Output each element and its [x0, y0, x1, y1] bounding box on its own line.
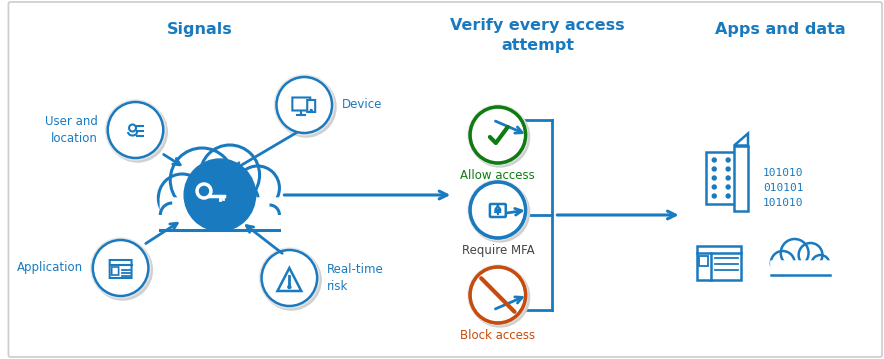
Circle shape	[108, 102, 167, 162]
Circle shape	[812, 255, 829, 273]
Circle shape	[310, 109, 312, 112]
Circle shape	[288, 285, 291, 289]
Text: Device: Device	[342, 98, 383, 112]
FancyBboxPatch shape	[697, 246, 741, 280]
Circle shape	[188, 183, 232, 227]
Circle shape	[236, 166, 279, 210]
Text: Allow access: Allow access	[461, 169, 535, 182]
FancyBboxPatch shape	[771, 261, 830, 275]
Circle shape	[211, 178, 259, 226]
FancyBboxPatch shape	[308, 100, 316, 112]
Text: Require MFA: Require MFA	[461, 244, 534, 257]
Circle shape	[470, 107, 530, 167]
Circle shape	[93, 240, 152, 300]
Circle shape	[470, 107, 526, 163]
Circle shape	[726, 158, 730, 162]
Circle shape	[262, 250, 321, 310]
Circle shape	[274, 75, 334, 135]
Circle shape	[277, 77, 336, 137]
Circle shape	[158, 174, 206, 222]
Circle shape	[726, 194, 730, 198]
FancyBboxPatch shape	[160, 200, 279, 230]
Text: Signals: Signals	[167, 22, 232, 37]
Circle shape	[470, 267, 526, 323]
Circle shape	[262, 250, 317, 306]
Circle shape	[470, 267, 530, 327]
FancyBboxPatch shape	[9, 2, 882, 357]
Text: Block access: Block access	[461, 329, 536, 342]
Text: Application: Application	[17, 261, 83, 275]
Circle shape	[726, 176, 730, 180]
Circle shape	[781, 239, 809, 267]
FancyBboxPatch shape	[699, 256, 708, 266]
Circle shape	[468, 105, 528, 165]
Circle shape	[713, 167, 716, 171]
FancyBboxPatch shape	[110, 260, 132, 278]
Circle shape	[260, 248, 319, 308]
Circle shape	[468, 265, 528, 325]
Circle shape	[277, 77, 332, 133]
Circle shape	[726, 185, 730, 189]
Circle shape	[184, 159, 255, 231]
FancyBboxPatch shape	[293, 98, 310, 111]
FancyBboxPatch shape	[771, 263, 830, 275]
FancyBboxPatch shape	[160, 198, 279, 232]
Circle shape	[771, 251, 795, 275]
FancyBboxPatch shape	[111, 267, 118, 275]
Text: Verify every access
attempt: Verify every access attempt	[450, 18, 625, 53]
FancyBboxPatch shape	[490, 204, 506, 217]
Circle shape	[108, 102, 164, 158]
Circle shape	[713, 176, 716, 180]
FancyBboxPatch shape	[734, 145, 748, 210]
Circle shape	[200, 145, 260, 205]
FancyBboxPatch shape	[706, 152, 736, 204]
Circle shape	[726, 167, 730, 171]
Circle shape	[470, 182, 526, 238]
Circle shape	[470, 182, 530, 242]
Text: Real-time
risk: Real-time risk	[327, 263, 384, 293]
Text: 101010
010101
101010: 101010 010101 101010	[763, 168, 804, 208]
Circle shape	[713, 185, 716, 189]
Circle shape	[798, 243, 822, 267]
Circle shape	[93, 240, 149, 296]
Text: User and
location: User and location	[45, 115, 98, 145]
Circle shape	[91, 238, 150, 298]
Circle shape	[106, 100, 165, 160]
Circle shape	[468, 180, 528, 240]
Circle shape	[171, 148, 233, 212]
Text: A: A	[494, 205, 501, 215]
Circle shape	[713, 194, 716, 198]
Circle shape	[713, 158, 716, 162]
Text: Apps and data: Apps and data	[715, 22, 846, 37]
